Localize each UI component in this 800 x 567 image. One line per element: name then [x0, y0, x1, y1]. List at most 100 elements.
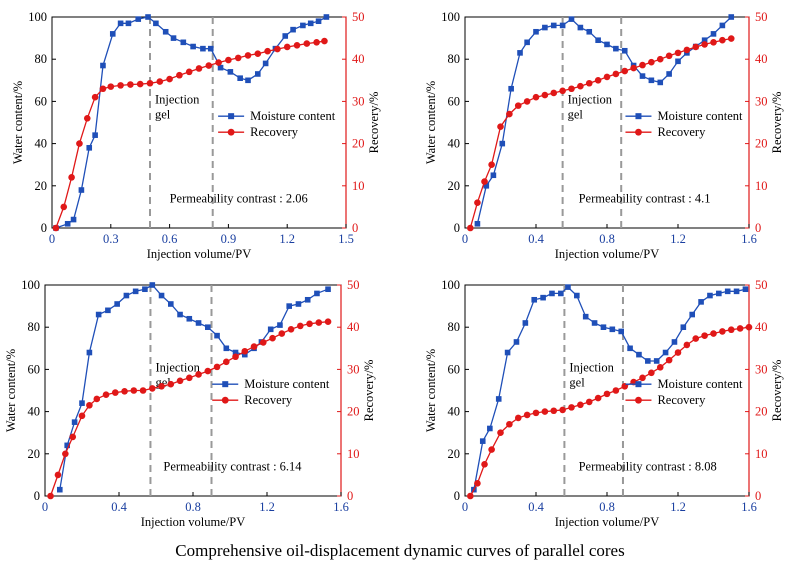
moisture-point — [232, 349, 239, 356]
legend-circle-marker — [221, 396, 229, 404]
moisture-point — [64, 220, 71, 227]
y2-tick-label: 50 — [755, 278, 768, 292]
y2-tick-label: 0 — [755, 221, 761, 235]
annotation-line: gel — [568, 108, 584, 122]
moisture-point — [314, 290, 320, 297]
recovery-point — [186, 374, 193, 382]
moisture-point — [86, 349, 93, 356]
moisture-point — [591, 320, 598, 326]
recovery-point — [260, 339, 267, 346]
moisture-point — [190, 43, 196, 50]
y2-tick-label: 20 — [755, 137, 768, 151]
recovery-point — [60, 203, 68, 211]
y-tick-label: 20 — [35, 179, 48, 193]
moisture-point — [487, 425, 493, 432]
moisture-point — [483, 183, 490, 189]
annotation-line: gel — [155, 108, 171, 122]
legend-label: Recovery — [244, 393, 293, 407]
moisture-point — [479, 438, 486, 444]
recovery-point — [127, 81, 134, 88]
y2-tick-label: 20 — [352, 137, 365, 151]
x-tick-label: 0.4 — [111, 500, 127, 514]
y-tick-label: 100 — [21, 278, 40, 292]
recovery-point — [594, 394, 602, 402]
x-tick-label: 1.6 — [741, 232, 757, 246]
recovery-point — [612, 70, 620, 78]
y2-tick-label: 20 — [347, 405, 360, 419]
y2-axis-label: Recovery/% — [367, 92, 381, 154]
recovery-point — [488, 161, 495, 168]
moisture-point — [207, 45, 214, 52]
moisture-point — [315, 18, 322, 25]
legend-label: Recovery — [250, 125, 299, 139]
x-tick-label: 0 — [49, 232, 55, 246]
moisture-point — [304, 296, 311, 303]
recovery-point — [232, 353, 239, 361]
x-tick-label: 0.8 — [599, 232, 615, 246]
y-tick-label: 100 — [28, 10, 47, 24]
moisture-point — [64, 442, 70, 449]
recovery-point — [648, 58, 655, 66]
recovery-point — [683, 341, 691, 349]
recovery-point — [506, 420, 513, 428]
annotation-line: Injection — [155, 361, 200, 375]
recovery-point — [176, 377, 184, 385]
x-tick-label: 0.8 — [185, 500, 201, 514]
recovery-point — [102, 391, 110, 399]
recovery-point — [710, 39, 717, 46]
moisture-point — [170, 35, 177, 41]
legend-label: Moisture content — [244, 377, 330, 391]
moisture-point — [142, 286, 148, 293]
moisture-point — [710, 31, 717, 37]
x-axis-label: Injection volume/PV — [147, 247, 252, 261]
moisture-point — [57, 486, 63, 493]
moisture-point — [145, 14, 151, 20]
moisture-point — [504, 349, 511, 356]
moisture-point — [701, 37, 708, 44]
annotation-line: gel — [569, 376, 585, 390]
x-tick-label: 1.2 — [279, 232, 295, 246]
recovery-point — [287, 326, 295, 333]
recovery-point — [47, 492, 54, 500]
recovery-point — [559, 87, 566, 95]
x-tick-label: 0.9 — [221, 232, 237, 246]
moisture-point — [621, 47, 628, 54]
annotation-line: Injection — [569, 361, 614, 375]
moisture-point — [242, 351, 248, 358]
y2-tick-label: 10 — [347, 447, 360, 461]
recovery-point — [264, 47, 271, 55]
chart-panel-4: 0 0.4 0.8 1.2 1.602040608010001020304050Inje… — [424, 278, 784, 529]
recovery-point — [244, 52, 252, 59]
moisture-point — [325, 286, 331, 293]
moisture-point — [574, 292, 580, 299]
recovery-point — [585, 79, 593, 87]
injection-gel-annotation: Injection gel — [568, 93, 613, 122]
figure-caption: Comprehensive oil-displacement dynamic c… — [175, 541, 625, 560]
y2-tick-label: 40 — [347, 320, 360, 334]
moisture-point — [666, 71, 672, 77]
recovery-point — [474, 480, 481, 487]
moisture-point — [290, 26, 296, 33]
moisture-point — [109, 31, 116, 37]
moisture-point — [733, 288, 740, 295]
recovery-point — [315, 319, 323, 326]
recovery-point — [223, 358, 230, 366]
recovery-point — [234, 54, 242, 62]
recovery-point — [278, 330, 286, 337]
y-tick-label: 0 — [454, 221, 460, 235]
recovery-point — [241, 347, 249, 355]
y2-tick-label: 30 — [755, 94, 768, 108]
moisture-point — [286, 303, 292, 309]
y2-tick-label: 40 — [755, 52, 768, 66]
moisture-point — [728, 14, 735, 20]
y2-axis-label: Recovery/% — [770, 92, 784, 154]
permeability-note: Permeability contrast : 4.1 — [579, 192, 711, 206]
recovery-point — [736, 325, 744, 332]
y2-tick-label: 30 — [347, 362, 360, 376]
moisture-point — [565, 284, 571, 290]
chart-panel-3: 0 0.4 0.8 1.2 1.602040608010001020304050Inje… — [4, 278, 376, 529]
moisture-point — [186, 315, 193, 322]
moisture-point — [223, 345, 230, 352]
x-axis-label: Injection volume/PV — [141, 515, 246, 529]
chart-panel-2: 0 0.4 0.8 1.2 1.602040608010001020304050Inje… — [424, 10, 784, 261]
